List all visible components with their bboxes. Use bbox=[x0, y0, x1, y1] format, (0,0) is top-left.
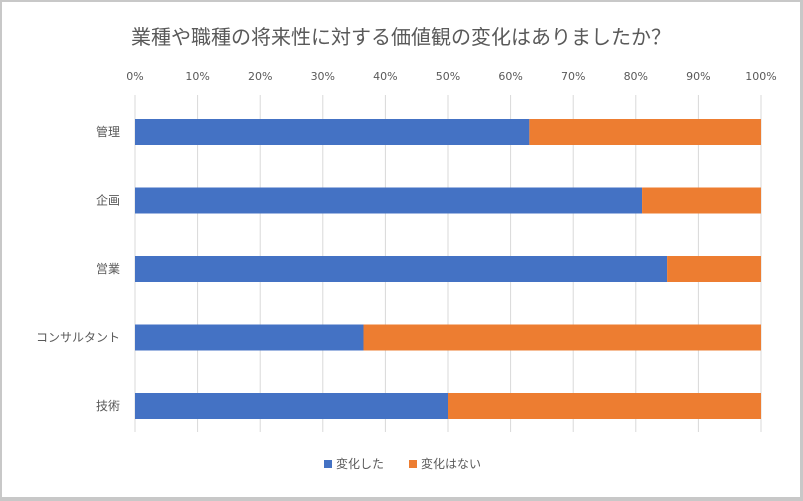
bar-segment-series-1 bbox=[135, 324, 364, 351]
legend: 変化した 変化はない bbox=[324, 456, 481, 471]
x-tick-label: 90% bbox=[686, 70, 710, 83]
x-tick-label: 60% bbox=[498, 70, 522, 83]
legend-label: 変化はない bbox=[421, 456, 481, 471]
bars bbox=[135, 119, 761, 419]
x-tick-label: 50% bbox=[436, 70, 460, 83]
category-label: 管理 bbox=[96, 124, 120, 139]
x-tick-label: 20% bbox=[248, 70, 272, 83]
x-axis-ticks: 0% 10% 20% 30% 40% 50% 60% 70% 80% 90% 100% bbox=[126, 70, 776, 83]
bar-segment-series-1 bbox=[135, 393, 448, 419]
category-label: コンサルタント bbox=[36, 331, 120, 345]
category-label: 技術 bbox=[96, 399, 120, 413]
category-label: 営業 bbox=[96, 262, 120, 276]
legend-swatch bbox=[409, 460, 417, 468]
bar-segment-series-2 bbox=[448, 393, 761, 419]
chart-title: 業種や職種の将来性に対する価値観の変化はありましたか？ bbox=[131, 25, 671, 49]
x-tick-label: 30% bbox=[311, 70, 335, 83]
bar-segment-series-2 bbox=[363, 324, 761, 351]
x-tick-label: 70% bbox=[561, 70, 585, 83]
bar-segment-series-1 bbox=[135, 256, 668, 282]
x-tick-label: 0% bbox=[126, 70, 143, 83]
bar-segment-series-2 bbox=[642, 187, 761, 214]
x-tick-label: 100% bbox=[745, 70, 776, 83]
x-tick-label: 10% bbox=[185, 70, 209, 83]
bar-segment-series-1 bbox=[135, 187, 643, 214]
x-tick-label: 40% bbox=[373, 70, 397, 83]
category-label: 企画 bbox=[96, 193, 120, 208]
bar-segment-series-2 bbox=[667, 256, 761, 282]
bar-segment-series-2 bbox=[529, 119, 761, 145]
bar-segment-series-1 bbox=[135, 119, 530, 145]
x-tick-label: 80% bbox=[624, 70, 648, 83]
legend-swatch bbox=[324, 460, 332, 468]
legend-label: 変化した bbox=[336, 456, 384, 471]
